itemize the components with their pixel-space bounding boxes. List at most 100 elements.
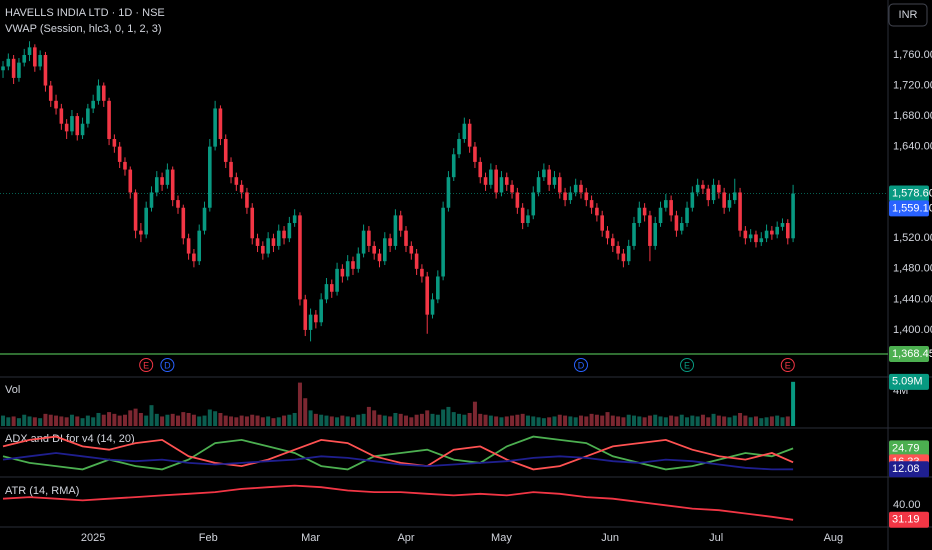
volume-bar [112, 413, 117, 426]
volume-bar [769, 416, 774, 426]
candle-body [770, 230, 774, 235]
price-tag-label: 5.09M [892, 376, 923, 388]
candle-body [1, 66, 5, 71]
event-label: D [578, 360, 585, 370]
candle-body [213, 108, 217, 147]
candle-body [595, 207, 599, 216]
volume-bar [160, 416, 165, 426]
y-tick-label: 1,440.00 [893, 293, 932, 305]
candle-body [579, 184, 583, 193]
candle-body [568, 192, 573, 201]
candle-body [547, 169, 551, 185]
y-tick-label: 1,480.00 [893, 263, 932, 275]
price-tag [889, 440, 929, 457]
candle-body [690, 192, 695, 208]
candle-body [38, 54, 42, 67]
volume-bar [541, 418, 546, 426]
currency-label[interactable]: INR [899, 9, 918, 21]
volume-bar [695, 416, 700, 426]
indicator-line [2, 435, 794, 471]
candle-body [441, 207, 445, 277]
candle-body [282, 230, 286, 239]
candle-body [117, 146, 122, 162]
price-tag [889, 200, 929, 217]
candle-body [372, 245, 376, 254]
volume-bar [356, 414, 361, 426]
volume-bar [398, 413, 403, 426]
price-tag-label: 1,559.10 [892, 202, 932, 214]
event-marker [780, 358, 795, 372]
volume-bar [520, 413, 525, 426]
candle-body [255, 238, 260, 246]
candle-body [356, 253, 361, 269]
candle-body [107, 100, 111, 140]
candle-body [250, 207, 255, 239]
volume-bar [6, 417, 11, 426]
candle-body [425, 276, 430, 315]
volume-bar [117, 415, 122, 426]
candle-body [335, 268, 339, 292]
volume-bar [234, 417, 239, 426]
candle-body [377, 253, 382, 262]
candle-body [165, 169, 170, 185]
volume-bar [679, 414, 684, 426]
candle-body [96, 85, 101, 101]
candle-body [584, 192, 589, 201]
candle-body [112, 139, 117, 147]
candle-body [711, 184, 716, 201]
volume-bar [626, 414, 631, 426]
y-tick-label: 1,680.00 [893, 110, 932, 122]
volume-bar [632, 415, 637, 426]
volume-bar [690, 415, 695, 426]
volume-bar [319, 414, 324, 426]
candle-body [75, 116, 80, 136]
volume-bar [287, 414, 292, 426]
candle-body [695, 184, 700, 193]
candle-body [202, 207, 207, 231]
candle-body [271, 238, 276, 246]
event-label: E [684, 360, 690, 370]
volume-bar [637, 416, 642, 426]
x-tick-label: Aug [824, 532, 844, 544]
price-tag [889, 461, 929, 478]
currency-button[interactable] [888, 3, 928, 27]
candle-body [616, 245, 620, 254]
candle-body [743, 230, 748, 239]
candle-body [218, 108, 223, 140]
volume-bar [785, 416, 790, 426]
volume-bar [753, 416, 758, 426]
volume-bar [197, 416, 202, 426]
volume-bar [308, 410, 313, 426]
candle-body [557, 177, 562, 193]
candle-body [54, 100, 58, 109]
candle-body [791, 193, 795, 239]
volume-bar [494, 416, 499, 426]
candle-body [266, 238, 270, 254]
volume-bar [101, 414, 106, 426]
price-tag [889, 373, 929, 390]
candle-body [780, 223, 785, 227]
candle-body [764, 230, 769, 239]
candle-body [91, 100, 95, 109]
volume-bar [54, 415, 59, 426]
volume-bar [340, 415, 345, 426]
candle-body [229, 161, 233, 178]
candle-body [382, 238, 387, 262]
volume-bar [69, 414, 74, 426]
candle-body [292, 215, 297, 224]
volume-bar [181, 412, 186, 426]
candle-body [722, 192, 726, 208]
candle-body [420, 268, 424, 277]
candle-body [181, 207, 186, 239]
candle-body [404, 230, 408, 246]
candle-body [510, 184, 514, 193]
volume-bar [653, 414, 658, 426]
candle-body [626, 245, 631, 262]
volume-bar [711, 413, 716, 426]
volume-bar [165, 414, 170, 426]
candle-body [775, 226, 779, 235]
candle-body [515, 192, 520, 208]
candle-body [70, 116, 74, 132]
candle-body [176, 200, 180, 208]
